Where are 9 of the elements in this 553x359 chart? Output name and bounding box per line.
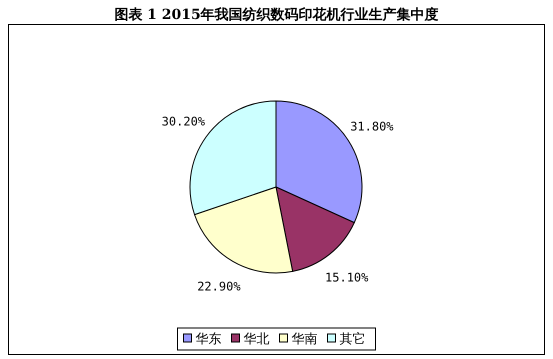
legend-label: 华北 xyxy=(244,332,270,347)
data-label: 22.90% xyxy=(197,280,242,294)
legend-label: 华东 xyxy=(196,332,222,347)
data-label: 15.10% xyxy=(325,270,370,284)
legend-label: 华南 xyxy=(292,332,318,347)
legend-label: 其它 xyxy=(340,331,366,347)
chart-title: 图表 1 2015年我国纺织数码印花机行业生产集中度 xyxy=(114,6,439,23)
data-label: 31.80% xyxy=(350,119,394,134)
data-label: 30.20% xyxy=(162,114,206,129)
